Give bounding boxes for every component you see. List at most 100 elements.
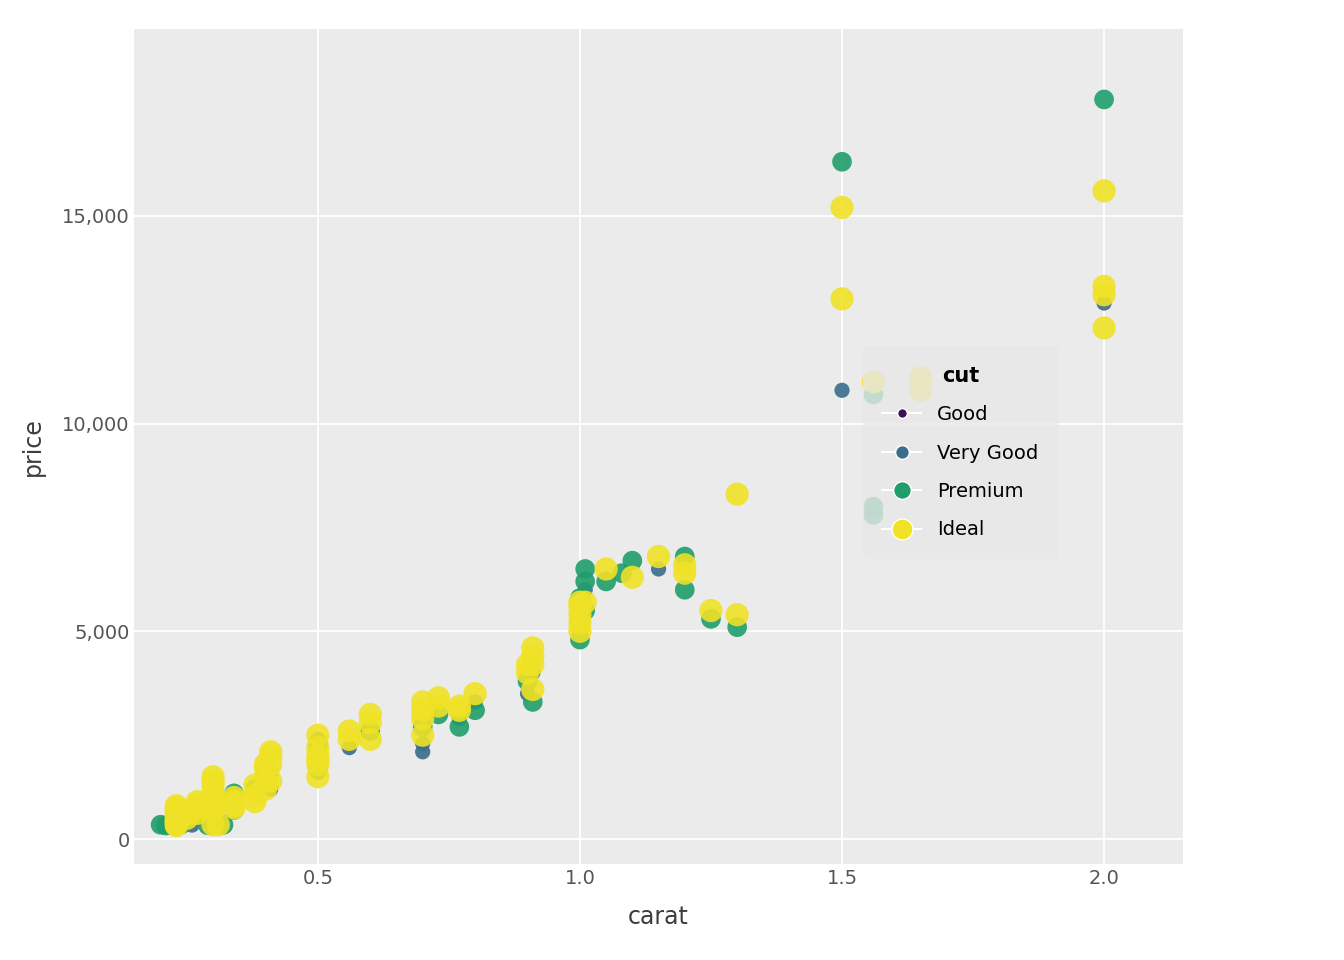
Ideal xyxy=(306,740,328,756)
Ideal xyxy=(165,808,187,824)
Ideal xyxy=(165,810,187,826)
Premium xyxy=(202,796,223,811)
Ideal xyxy=(863,374,884,390)
Premium xyxy=(306,760,328,776)
Ideal xyxy=(165,801,187,816)
Very Good xyxy=(516,686,538,702)
Very Good xyxy=(465,694,487,709)
Premium xyxy=(574,603,595,618)
Ideal xyxy=(254,781,277,797)
Premium xyxy=(254,765,277,780)
Ideal xyxy=(465,686,487,702)
Very Good xyxy=(449,711,470,727)
Ideal xyxy=(910,371,931,386)
Ideal xyxy=(245,788,266,804)
Ideal xyxy=(187,794,208,809)
Ideal xyxy=(254,773,277,788)
Premium xyxy=(863,499,884,515)
Premium xyxy=(212,817,234,832)
Premium xyxy=(449,719,470,734)
Ideal xyxy=(259,744,281,759)
Very Good xyxy=(207,817,228,832)
Ideal xyxy=(569,624,590,639)
Ideal xyxy=(254,760,277,776)
Ideal xyxy=(359,715,382,731)
Ideal xyxy=(259,773,281,788)
Premium xyxy=(612,565,633,581)
Ideal xyxy=(202,785,223,801)
Ideal xyxy=(202,799,223,814)
Ideal xyxy=(831,291,853,306)
Very Good xyxy=(306,765,328,780)
Premium xyxy=(155,818,176,833)
Ideal xyxy=(359,707,382,722)
Premium xyxy=(465,703,487,718)
Very Good xyxy=(187,804,208,819)
Very Good xyxy=(411,735,433,751)
Ideal xyxy=(245,778,266,793)
Ideal xyxy=(516,665,538,681)
Ideal xyxy=(223,801,245,816)
Premium xyxy=(171,817,192,832)
Ideal xyxy=(176,806,198,822)
Premium xyxy=(223,785,245,801)
Premium xyxy=(595,574,617,589)
Premium xyxy=(569,612,590,627)
Ideal xyxy=(427,699,449,714)
Very Good xyxy=(648,562,669,577)
Very Good xyxy=(181,817,203,832)
Very Good xyxy=(259,765,281,780)
Premium xyxy=(516,674,538,689)
Ideal xyxy=(427,690,449,706)
Premium xyxy=(427,707,449,722)
Ideal xyxy=(187,798,208,813)
Very Good xyxy=(259,781,281,797)
Premium xyxy=(574,574,595,589)
Ideal xyxy=(910,383,931,398)
Premium xyxy=(176,808,198,824)
Good xyxy=(569,603,590,618)
X-axis label: carat: carat xyxy=(628,904,689,928)
Ideal xyxy=(245,794,266,809)
Premium xyxy=(1094,92,1116,108)
Premium xyxy=(621,553,644,568)
Ideal xyxy=(521,649,543,664)
Premium xyxy=(245,781,266,797)
Premium xyxy=(359,723,382,738)
Very Good xyxy=(306,732,328,747)
Premium xyxy=(306,744,328,759)
Ideal xyxy=(306,753,328,768)
Ideal xyxy=(306,748,328,763)
Ideal xyxy=(165,804,187,820)
Ideal xyxy=(621,569,644,585)
Premium xyxy=(411,719,433,734)
Premium xyxy=(574,562,595,577)
Ideal xyxy=(223,794,245,809)
Very Good xyxy=(202,816,223,831)
Very Good xyxy=(411,744,433,759)
Ideal xyxy=(339,732,360,747)
Ideal xyxy=(411,711,433,727)
Ideal xyxy=(521,657,543,672)
Ideal xyxy=(831,200,853,215)
Premium xyxy=(223,803,245,818)
Ideal xyxy=(569,594,590,610)
Y-axis label: price: price xyxy=(22,417,46,476)
Premium xyxy=(569,590,590,606)
Very Good xyxy=(207,817,228,832)
Ideal xyxy=(187,801,208,816)
Ideal xyxy=(648,549,669,564)
Very Good xyxy=(339,740,360,756)
Ideal xyxy=(1094,183,1116,199)
Ideal xyxy=(569,599,590,614)
Ideal xyxy=(569,607,590,622)
Ideal xyxy=(516,657,538,672)
Ideal xyxy=(187,805,208,821)
Very Good xyxy=(202,781,223,797)
Ideal xyxy=(521,682,543,697)
Very Good xyxy=(574,582,595,597)
Premium xyxy=(198,818,219,833)
Premium xyxy=(726,619,747,635)
Ideal xyxy=(176,804,198,820)
Premium xyxy=(569,632,590,647)
